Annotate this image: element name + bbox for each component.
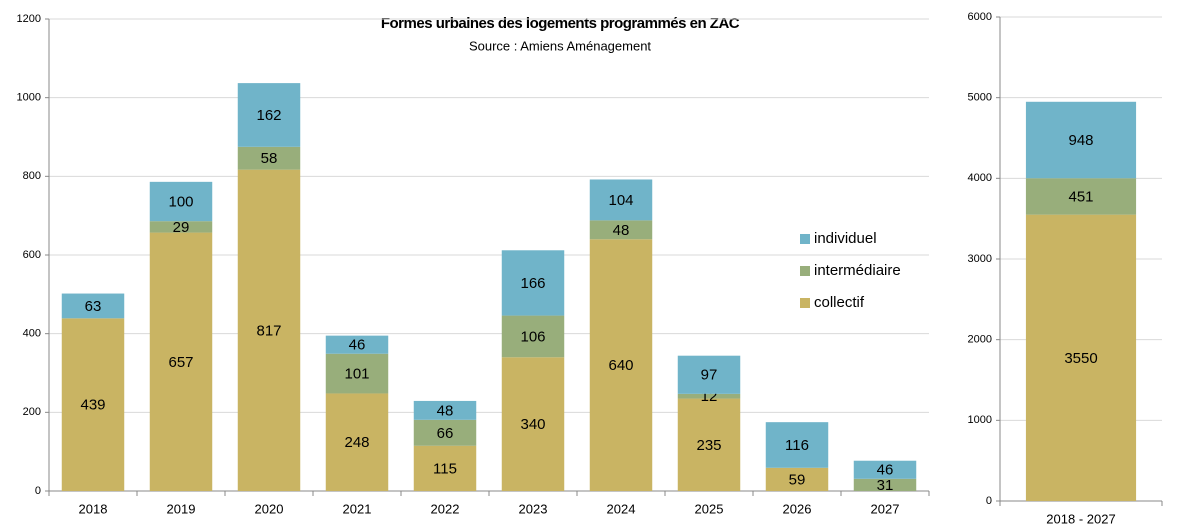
bar-segment [589,220,653,240]
data-label: 439 [80,397,105,414]
data-label: 248 [344,434,369,451]
data-label: 640 [608,357,633,374]
y-tick-label: 200 [23,406,41,418]
data-label: 451 [1068,188,1093,205]
data-label: 59 [789,471,806,488]
bar-segment [325,353,389,394]
x-tick-label: 2023 [519,501,548,516]
data-label: 166 [520,275,545,292]
data-label: 948 [1068,132,1093,149]
x-tick-label: 2024 [607,501,636,516]
legend-label: intermédiaire [814,262,901,279]
data-label: 817 [256,322,281,339]
bar-segment [413,445,477,491]
data-label: 66 [437,425,454,442]
data-label: 162 [256,107,281,124]
bar-segment [765,467,829,491]
bar-segment [149,181,213,222]
y-tick-label: 1200 [17,13,41,25]
x-tick-label: 2018 - 2027 [1046,511,1115,526]
bar-segment [589,179,653,221]
data-label: 106 [520,328,545,345]
legend-label: individuel [814,230,877,247]
data-label: 58 [261,150,278,167]
legend-label: collectif [814,294,865,311]
y-tick-label: 600 [23,249,41,261]
bar-segment [237,146,301,170]
y-tick-label: 1000 [968,414,992,426]
bar-segment [1025,178,1137,215]
bar-segment [149,221,213,233]
data-label: 235 [696,437,721,454]
bar-segment [149,232,213,491]
data-label: 46 [877,462,894,479]
data-label: 46 [349,337,366,354]
data-label: 48 [613,222,630,239]
data-label: 97 [701,367,718,384]
data-label: 29 [173,219,190,236]
bar-segment [853,478,917,491]
data-label: 657 [168,354,193,371]
x-tick-label: 2026 [783,501,812,516]
bar-segment [61,293,125,319]
bar-segment [325,393,389,491]
bar-segment [325,335,389,354]
bar-segment [413,400,477,420]
bar-segment [237,169,301,491]
y-tick-label: 800 [23,170,41,182]
bar-segment [61,318,125,491]
data-label: 48 [437,402,454,419]
x-tick-label: 2018 [79,501,108,516]
bar-segment [501,250,565,316]
y-tick-label: 1000 [17,92,41,104]
legend-swatch [800,298,810,308]
y-tick-label: 5000 [968,92,992,104]
y-tick-label: 0 [986,495,992,507]
legend-swatch [800,266,810,276]
x-tick-label: 2027 [871,501,900,516]
x-tick-label: 2022 [431,501,460,516]
y-tick-label: 3000 [968,253,992,265]
bar-segment [765,422,829,468]
data-label: 116 [785,437,809,454]
data-label: 104 [608,192,633,209]
bar-segment [853,460,917,479]
bar-segment [677,398,741,491]
chart-subtitle: Source : Amiens Aménagement [469,38,651,53]
legend-swatch [800,234,810,244]
x-tick-label: 2021 [343,501,372,516]
chart-title: Formes urbaines des logements programmés… [381,15,740,32]
y-tick-label: 6000 [968,11,992,23]
bar-segment [677,355,741,394]
y-tick-label: 0 [35,485,41,497]
bar-segment [1025,214,1137,501]
x-tick-label: 2025 [695,501,724,516]
bar-segment [237,83,301,147]
x-tick-label: 2020 [255,501,284,516]
bar-segment [501,357,565,491]
y-tick-label: 4000 [968,172,992,184]
data-label: 31 [877,477,894,494]
y-tick-label: 400 [23,328,41,340]
data-label: 101 [344,366,369,383]
data-label: 340 [520,416,545,433]
data-label: 3550 [1064,350,1097,367]
y-tick-label: 2000 [968,334,992,346]
x-tick-label: 2019 [167,501,196,516]
bar-segment [501,315,565,358]
data-label: 115 [433,460,457,477]
data-label: 63 [85,298,102,315]
data-label: 100 [168,193,193,210]
bar-segment [413,419,477,446]
bar-segment [1025,101,1137,179]
bar-segment [589,239,653,491]
bar-segment [677,393,741,399]
